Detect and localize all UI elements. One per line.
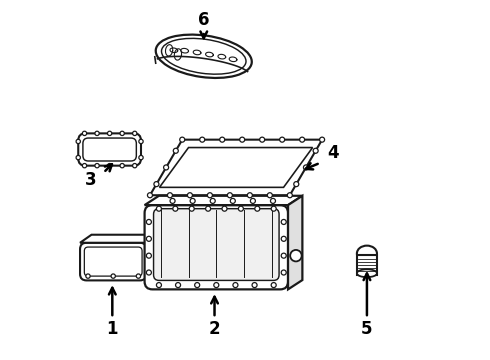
- Circle shape: [164, 165, 169, 170]
- Circle shape: [281, 270, 286, 275]
- Circle shape: [250, 198, 255, 203]
- Circle shape: [189, 206, 194, 211]
- Circle shape: [120, 131, 124, 135]
- Polygon shape: [147, 235, 158, 280]
- Text: 6: 6: [198, 12, 210, 30]
- Circle shape: [120, 163, 124, 168]
- Text: 5: 5: [361, 320, 373, 338]
- Circle shape: [227, 193, 232, 198]
- Text: 1: 1: [106, 320, 118, 338]
- Circle shape: [252, 283, 257, 288]
- Circle shape: [76, 156, 80, 160]
- Circle shape: [82, 163, 87, 168]
- FancyBboxPatch shape: [145, 205, 288, 289]
- Circle shape: [168, 193, 172, 198]
- Circle shape: [136, 274, 141, 278]
- Polygon shape: [357, 255, 377, 275]
- Circle shape: [281, 220, 286, 225]
- Circle shape: [173, 148, 178, 153]
- Circle shape: [190, 198, 195, 203]
- Circle shape: [156, 283, 161, 288]
- Circle shape: [173, 206, 178, 211]
- Circle shape: [170, 198, 175, 203]
- Circle shape: [270, 198, 275, 203]
- Circle shape: [260, 137, 265, 142]
- Circle shape: [95, 131, 99, 135]
- Circle shape: [210, 198, 215, 203]
- Circle shape: [214, 283, 219, 288]
- Circle shape: [207, 193, 213, 198]
- Circle shape: [154, 181, 159, 186]
- Circle shape: [220, 137, 225, 142]
- Circle shape: [147, 220, 151, 225]
- Circle shape: [147, 193, 152, 198]
- Text: 3: 3: [85, 171, 97, 189]
- Circle shape: [175, 283, 181, 288]
- Circle shape: [319, 137, 324, 142]
- Circle shape: [233, 283, 238, 288]
- Circle shape: [133, 163, 137, 168]
- Circle shape: [133, 131, 137, 135]
- FancyBboxPatch shape: [78, 134, 141, 166]
- Text: 2: 2: [209, 320, 221, 338]
- FancyBboxPatch shape: [80, 243, 147, 280]
- Circle shape: [313, 148, 318, 153]
- Circle shape: [230, 198, 235, 203]
- Polygon shape: [288, 196, 302, 289]
- Circle shape: [107, 163, 112, 168]
- Circle shape: [239, 206, 244, 211]
- Circle shape: [271, 206, 276, 211]
- Circle shape: [95, 163, 99, 168]
- Circle shape: [107, 131, 112, 135]
- Circle shape: [195, 283, 200, 288]
- Ellipse shape: [357, 269, 377, 277]
- Circle shape: [303, 165, 309, 170]
- Circle shape: [147, 253, 151, 258]
- Circle shape: [147, 236, 151, 241]
- Circle shape: [187, 193, 193, 198]
- Circle shape: [299, 137, 305, 142]
- Circle shape: [240, 137, 245, 142]
- Circle shape: [206, 206, 211, 211]
- Circle shape: [294, 181, 299, 186]
- FancyBboxPatch shape: [83, 138, 136, 161]
- Text: 4: 4: [327, 144, 339, 162]
- Circle shape: [180, 137, 185, 142]
- Circle shape: [281, 236, 286, 241]
- FancyBboxPatch shape: [84, 247, 142, 276]
- Ellipse shape: [156, 35, 252, 78]
- Circle shape: [156, 206, 161, 211]
- Circle shape: [287, 193, 293, 198]
- Circle shape: [86, 274, 90, 278]
- Circle shape: [200, 137, 205, 142]
- Polygon shape: [150, 140, 322, 195]
- Circle shape: [290, 250, 302, 261]
- Circle shape: [247, 193, 252, 198]
- Circle shape: [222, 206, 227, 211]
- Circle shape: [147, 270, 151, 275]
- Circle shape: [111, 274, 115, 278]
- Circle shape: [76, 139, 80, 144]
- Circle shape: [281, 253, 286, 258]
- Circle shape: [268, 193, 272, 198]
- Polygon shape: [80, 235, 158, 243]
- Circle shape: [139, 139, 143, 144]
- Circle shape: [280, 137, 285, 142]
- Circle shape: [255, 206, 260, 211]
- Circle shape: [271, 283, 276, 288]
- Ellipse shape: [162, 39, 246, 74]
- FancyBboxPatch shape: [153, 209, 279, 280]
- Circle shape: [139, 156, 143, 160]
- Polygon shape: [159, 148, 313, 187]
- Ellipse shape: [357, 246, 377, 261]
- Circle shape: [82, 131, 87, 135]
- Polygon shape: [145, 196, 302, 205]
